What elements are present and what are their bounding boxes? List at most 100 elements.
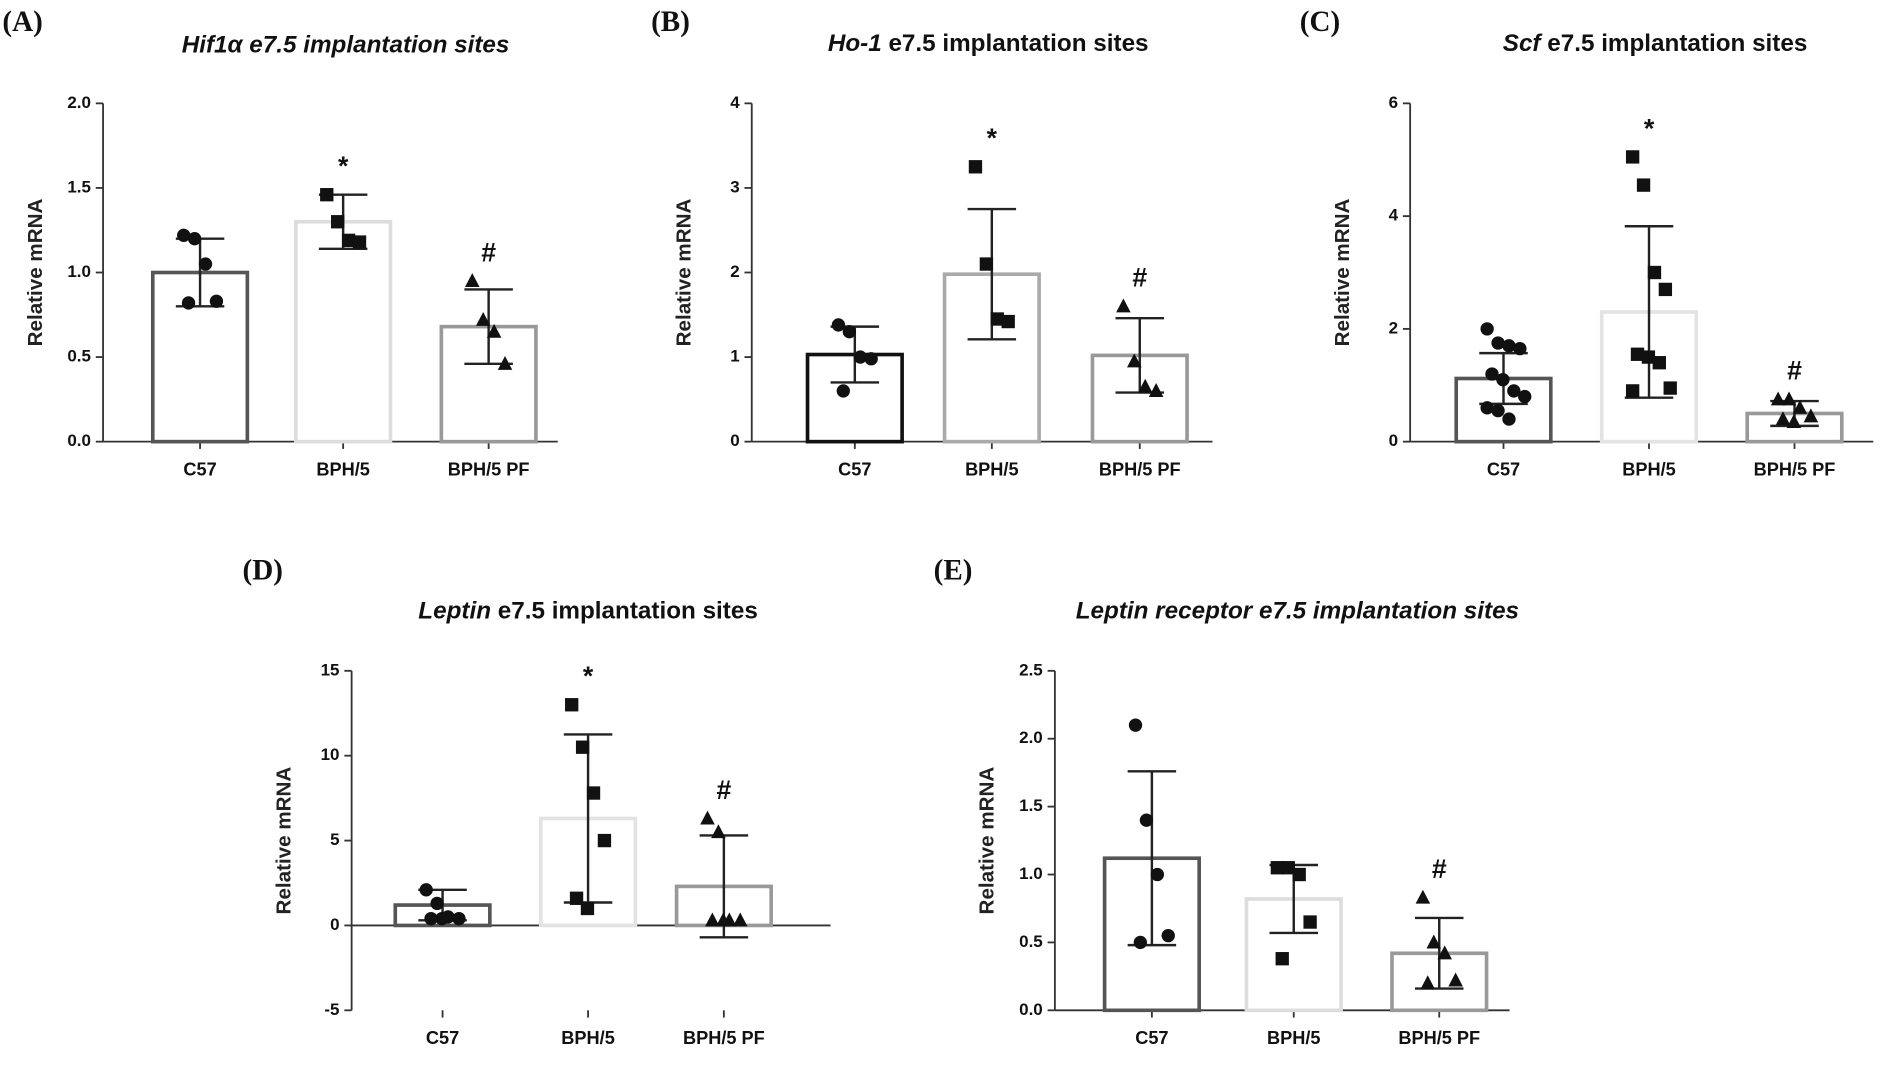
significance-mark: #	[1432, 854, 1447, 884]
y-tick-label: 1.5	[67, 177, 91, 196]
data-point	[1786, 414, 1802, 428]
data-point	[1803, 408, 1819, 423]
significance-mark: *	[338, 151, 349, 181]
chart-title: Ho-1 e7.5 implantation sites	[828, 31, 1149, 58]
y-tick-label: 1.0	[67, 262, 91, 281]
data-point	[990, 312, 1004, 326]
panel-label: (B)	[651, 6, 690, 38]
data-point	[1647, 265, 1662, 280]
chart-title: Leptin receptor e7.5 implantation sites	[1076, 598, 1519, 625]
y-tick-label: 0.0	[67, 431, 91, 450]
data-point	[569, 891, 584, 905]
data-point	[1437, 945, 1452, 960]
y-tick-label: 1.5	[1019, 796, 1043, 815]
data-point	[1133, 935, 1148, 950]
data-point	[1641, 350, 1656, 364]
data-point	[1148, 383, 1164, 397]
y-tick-label: 2.5	[1019, 660, 1043, 679]
data-point	[181, 296, 196, 310]
data-point	[1161, 928, 1175, 943]
data-point	[1658, 282, 1673, 297]
data-point	[430, 896, 444, 911]
data-point	[1292, 867, 1306, 882]
data-point	[1507, 384, 1521, 398]
data-point	[1415, 889, 1431, 904]
y-axis-label: Relative mRNA	[272, 767, 295, 915]
panel-label: (C)	[1300, 6, 1340, 38]
x-tick-label: BPH/5 PF	[1398, 1028, 1480, 1048]
bar	[294, 219, 393, 444]
y-tick-label: 5	[330, 830, 339, 849]
data-point	[705, 912, 720, 927]
data-point	[1448, 972, 1463, 987]
x-tick-label: BPH/5 PF	[683, 1028, 765, 1048]
data-point	[831, 318, 846, 332]
title-run: e7.5 implantation sites	[882, 31, 1149, 58]
y-tick-label: 2.0	[67, 93, 91, 112]
data-point	[1502, 339, 1516, 353]
data-point	[1792, 399, 1808, 414]
data-point	[1663, 381, 1677, 395]
data-point	[1513, 341, 1527, 356]
data-point	[1652, 356, 1666, 370]
x-tick-label: C57	[838, 460, 871, 480]
data-point	[419, 883, 433, 897]
data-point	[565, 698, 579, 712]
data-point	[732, 912, 748, 927]
y-tick-label: 2	[730, 262, 739, 281]
significance-mark: *	[583, 661, 594, 691]
data-point	[1116, 298, 1131, 313]
x-tick-label: BPH/5	[1267, 1028, 1321, 1048]
title-run: Leptin receptor e7.5 implantation sites	[1076, 598, 1519, 625]
significance-mark: #	[1132, 263, 1147, 293]
chart-title: Hif1α e7.5 implantation sites	[182, 32, 510, 59]
data-point	[1270, 861, 1285, 875]
x-tick-label: BPH/5	[561, 1028, 615, 1048]
data-point	[580, 901, 595, 916]
data-point	[1518, 389, 1532, 404]
data-point	[575, 740, 590, 754]
data-point	[1491, 403, 1505, 418]
data-point	[1480, 322, 1494, 336]
y-tick-label: 3	[730, 177, 739, 196]
data-point	[968, 160, 983, 174]
title-run: e7.5 implantation sites	[1541, 31, 1808, 58]
significance-mark: *	[987, 123, 998, 153]
data-point	[1636, 178, 1651, 192]
title-run: e7.5 implantation sites	[491, 598, 758, 625]
y-tick-label: 0.5	[67, 347, 91, 366]
data-point	[1420, 975, 1436, 990]
data-point	[452, 911, 466, 926]
data-point	[1127, 353, 1142, 368]
data-point	[1625, 150, 1640, 164]
data-point	[1485, 367, 1499, 381]
y-tick-label: 6	[1389, 93, 1398, 112]
y-tick-label: 10	[321, 745, 340, 764]
data-point	[435, 911, 449, 926]
y-tick-label: 15	[321, 660, 340, 679]
x-tick-label: BPH/5 PF	[1099, 460, 1181, 480]
y-tick-label: -5	[324, 1000, 339, 1019]
data-point	[715, 912, 731, 927]
data-point	[864, 352, 878, 366]
data-point	[1770, 391, 1786, 406]
data-point	[711, 824, 726, 839]
data-point	[853, 350, 867, 364]
y-tick-label: 0.5	[1019, 932, 1043, 951]
data-point	[586, 786, 601, 800]
x-tick-label: C57	[426, 1028, 459, 1048]
y-tick-label: 0	[1389, 431, 1398, 450]
significance-mark: #	[716, 775, 731, 805]
data-point	[1281, 861, 1295, 875]
data-point	[1128, 718, 1143, 732]
significance-mark: #	[481, 237, 496, 267]
y-axis-label: Relative mRNA	[1331, 199, 1354, 347]
data-point	[497, 355, 513, 370]
data-point	[331, 215, 345, 229]
data-point	[1625, 384, 1640, 398]
data-point	[1775, 411, 1791, 426]
y-tick-label: 1	[730, 347, 739, 366]
x-tick-label: BPH/5 PF	[448, 460, 530, 480]
